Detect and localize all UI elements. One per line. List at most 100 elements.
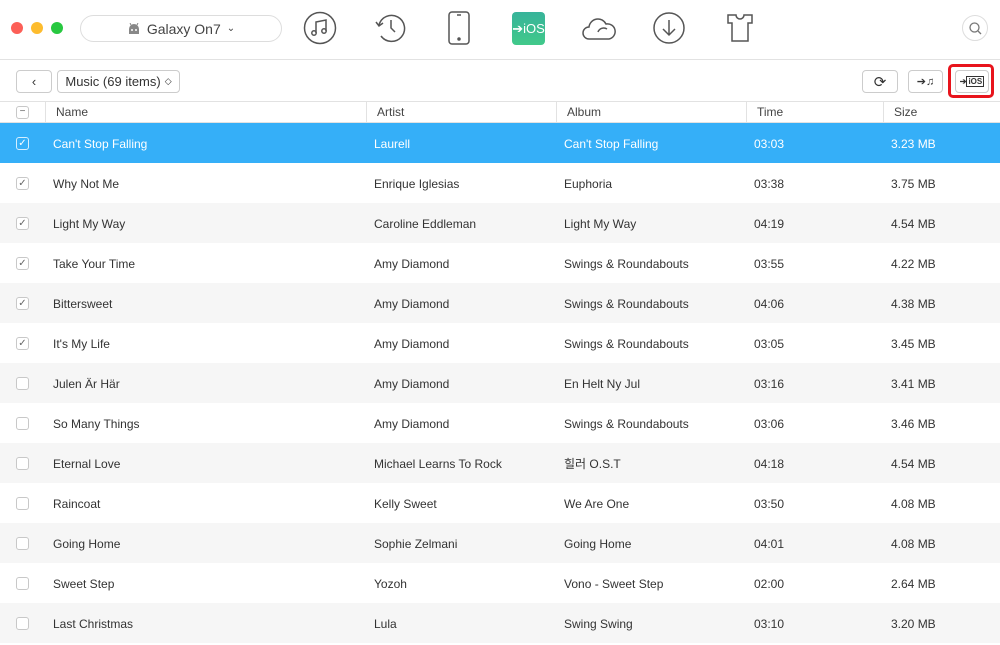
highlight-box [948,64,994,98]
select-all-checkbox[interactable]: − [16,106,29,119]
song-name: Raincoat [53,497,101,511]
row-checkbox[interactable] [16,577,29,590]
music-table: ✓ Can't Stop Falling Laurell Can't Stop … [0,123,1000,643]
song-name: So Many Things [53,417,140,431]
download-icon[interactable] [651,10,687,46]
ios-label: iOS [523,21,545,36]
zoom-window-button[interactable] [51,22,63,34]
song-artist: Laurell [374,137,411,151]
song-album: Swings & Roundabouts [564,337,689,351]
music-icon[interactable] [302,10,338,46]
search-icon [968,21,981,34]
song-time: 03:10 [754,617,785,631]
song-size: 4.38 MB [891,297,936,311]
song-name: Take Your Time [53,257,136,271]
table-row[interactable]: Last Christmas Lula Swing Swing 03:10 3.… [0,603,1000,643]
song-name: Sweet Step [53,577,115,591]
to-itunes-icon: ➔♫ [916,76,935,88]
row-checkbox[interactable] [16,497,29,510]
row-checkbox[interactable] [16,537,29,550]
tshirt-icon[interactable] [722,10,758,46]
column-artist[interactable]: Artist [366,102,404,123]
category-selector[interactable]: Music (69 items) ◇ [57,70,180,93]
song-time: 03:03 [754,137,785,151]
history-icon[interactable] [373,10,409,46]
minimize-window-button[interactable] [31,22,43,34]
row-checkbox[interactable]: ✓ [16,137,29,150]
table-header: − Name Artist Album Time Size [0,101,1000,123]
column-album[interactable]: Album [556,102,601,123]
category-label: Music (69 items) [65,74,161,89]
song-artist: Amy Diamond [374,257,450,271]
row-checkbox[interactable]: ✓ [16,337,29,350]
navigation-bar: ‹ Music (69 items) ◇ ⟳ ➔♫ ➔ iOS [0,61,1000,101]
table-row[interactable]: Julen Är Här Amy Diamond En Helt Ny Jul … [0,363,1000,403]
row-checkbox[interactable] [16,377,29,390]
song-album: We Are One [564,497,630,511]
table-row[interactable]: Raincoat Kelly Sweet We Are One 03:50 4.… [0,483,1000,523]
song-name: Julen Är Här [53,377,120,391]
device-selector[interactable]: Galaxy On7 ⌄ [80,15,282,42]
song-album: Swings & Roundabouts [564,257,689,271]
table-row[interactable]: ✓ Can't Stop Falling Laurell Can't Stop … [0,123,1000,163]
song-album: Swings & Roundabouts [564,417,689,431]
column-name[interactable]: Name [45,102,88,123]
song-size: 3.41 MB [891,377,936,391]
song-time: 03:05 [754,337,785,351]
column-time[interactable]: Time [746,102,783,123]
table-row[interactable]: So Many Things Amy Diamond Swings & Roun… [0,403,1000,443]
table-row[interactable]: ✓ Take Your Time Amy Diamond Swings & Ro… [0,243,1000,283]
table-row[interactable]: Sweet Step Yozoh Vono - Sweet Step 02:00… [0,563,1000,603]
row-checkbox[interactable]: ✓ [16,257,29,270]
song-size: 4.54 MB [891,457,936,471]
refresh-button[interactable]: ⟳ [862,70,898,93]
chevron-down-icon: ⌄ [226,23,236,34]
row-checkbox[interactable]: ✓ [16,297,29,310]
close-window-button[interactable] [11,22,23,34]
to-ios-button[interactable]: ➔ iOS [955,70,989,93]
song-size: 3.46 MB [891,417,936,431]
song-artist: Amy Diamond [374,337,450,351]
phone-icon[interactable] [441,10,477,46]
song-artist: Amy Diamond [374,377,450,391]
device-name: Galaxy On7 [146,20,221,37]
row-checkbox[interactable]: ✓ [16,217,29,230]
song-size: 4.08 MB [891,537,936,551]
to-ios-icon[interactable]: ➔ iOS [512,12,545,45]
song-album: Going Home [564,537,632,551]
top-toolbar: Galaxy On7 ⌄ ➔ iOS [0,0,1000,60]
song-size: 4.08 MB [891,497,936,511]
row-checkbox[interactable]: ✓ [16,177,29,190]
updown-chevron-icon: ◇ [164,76,172,86]
row-checkbox[interactable] [16,457,29,470]
cloud-icon[interactable] [581,10,617,46]
table-row[interactable]: ✓ It's My Life Amy Diamond Swings & Roun… [0,323,1000,363]
ios-small-label: iOS [966,76,985,87]
song-time: 03:50 [754,497,785,511]
song-time: 04:01 [754,537,785,551]
to-itunes-button[interactable]: ➔♫ [908,70,943,93]
table-row[interactable]: ✓ Light My Way Caroline Eddleman Light M… [0,203,1000,243]
song-artist: Caroline Eddleman [374,217,477,231]
song-size: 3.45 MB [891,337,936,351]
column-size[interactable]: Size [883,102,917,123]
song-artist: Amy Diamond [374,297,450,311]
song-artist: Kelly Sweet [374,497,437,511]
song-size: 3.20 MB [891,617,936,631]
search-button[interactable] [962,15,988,41]
table-row[interactable]: ✓ Why Not Me Enrique Iglesias Euphoria 0… [0,163,1000,203]
song-name: Going Home [53,537,121,551]
table-row[interactable]: ✓ Bittersweet Amy Diamond Swings & Round… [0,283,1000,323]
table-row[interactable]: Eternal Love Michael Learns To Rock 힐러 O… [0,443,1000,483]
android-icon [128,22,139,34]
song-album: Euphoria [564,177,613,191]
back-button[interactable]: ‹ [16,70,52,93]
row-checkbox[interactable] [16,617,29,630]
song-name: It's My Life [53,337,110,351]
song-size: 2.64 MB [891,577,936,591]
song-time: 03:06 [754,417,785,431]
refresh-icon: ⟳ [873,73,887,91]
row-checkbox[interactable] [16,417,29,430]
table-row[interactable]: Going Home Sophie Zelmani Going Home 04:… [0,523,1000,563]
song-artist: Amy Diamond [374,417,450,431]
